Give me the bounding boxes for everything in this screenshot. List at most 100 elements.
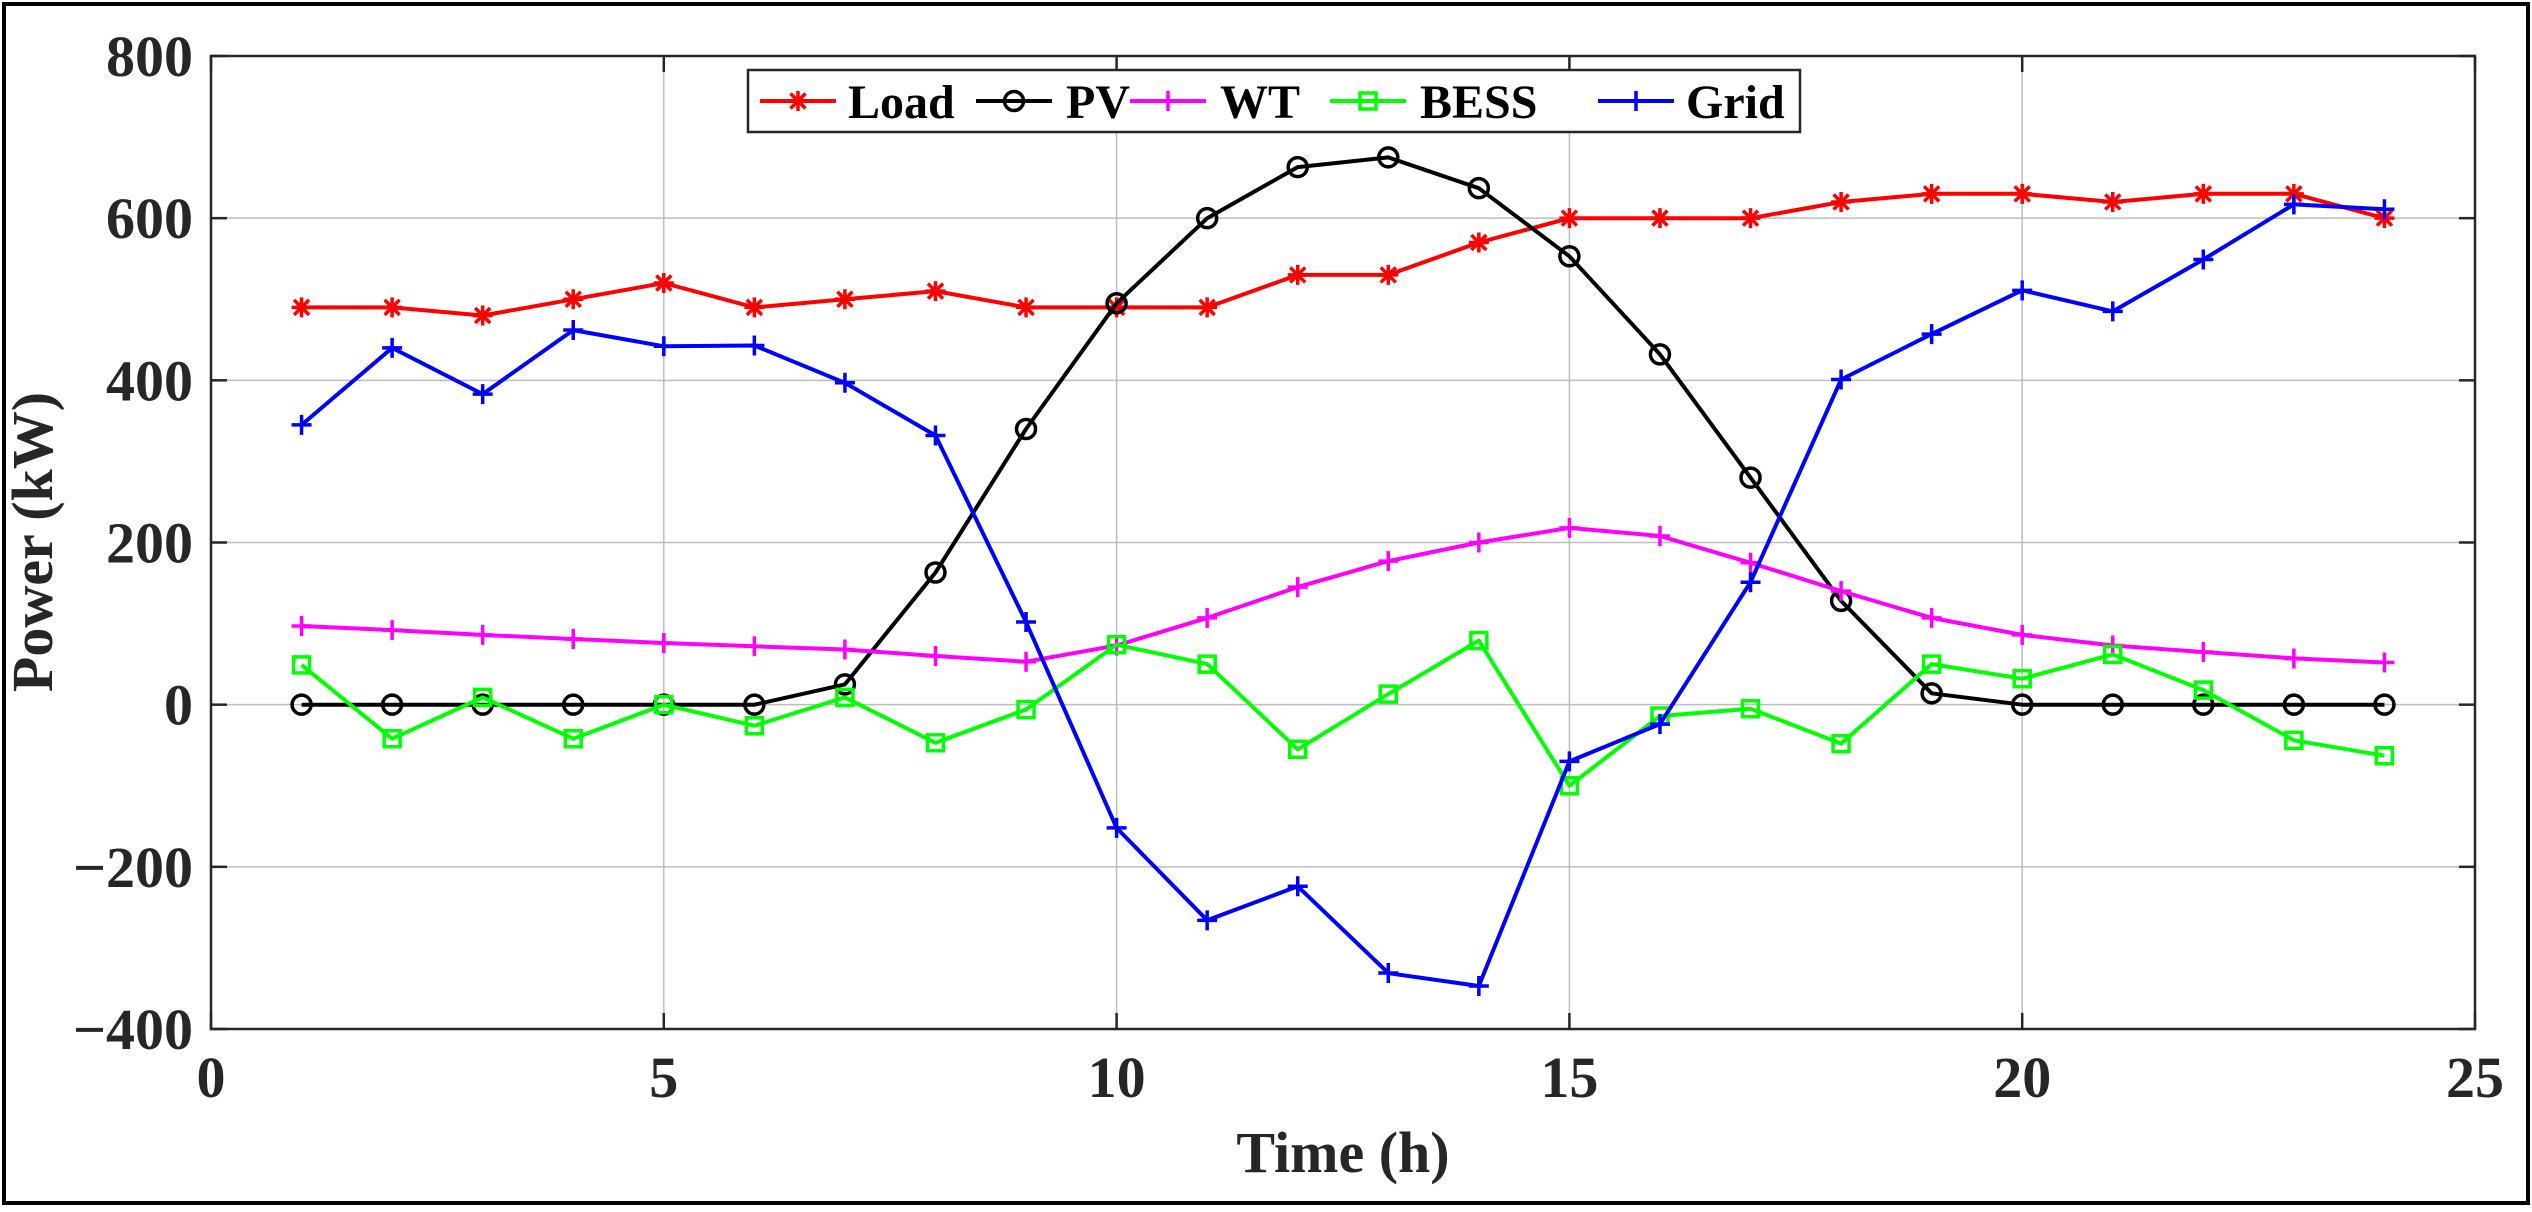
wt-point — [2012, 624, 2033, 645]
series-layer — [290, 146, 2396, 997]
bess-point — [1378, 684, 1399, 704]
grid-point — [2193, 249, 2214, 270]
bess-point — [1740, 698, 1761, 719]
pv-point — [2192, 693, 2215, 716]
load-line — [301, 191, 2385, 318]
wt-point — [472, 624, 493, 645]
bess-line — [300, 638, 2385, 788]
grid-point — [2283, 194, 2304, 215]
wt-point — [1649, 526, 1670, 547]
legend-label-bess: BESS — [1420, 76, 1537, 129]
grid-point — [1740, 572, 1761, 593]
pv-point — [290, 693, 313, 716]
pv-point — [561, 693, 585, 716]
wt-point — [834, 639, 855, 660]
pv-point — [1648, 343, 1672, 366]
pv-point — [924, 561, 947, 584]
load-point — [925, 281, 946, 302]
wt-point — [1831, 581, 1852, 602]
wt-point — [2374, 652, 2395, 673]
load-point — [1649, 208, 1670, 229]
load-point — [653, 273, 674, 294]
grid-point — [1921, 324, 1942, 345]
legend: Load PV WT BESS Grid — [746, 68, 1802, 134]
grid-point — [1197, 910, 1218, 931]
pv-point — [1105, 292, 1128, 315]
pv-line — [301, 155, 2385, 707]
x-tick-label: 20 — [1993, 1045, 2051, 1110]
grid-point — [834, 372, 855, 393]
bess-point — [291, 655, 312, 675]
bess-point — [2012, 668, 2032, 689]
bess-point — [1469, 630, 1489, 651]
pv-point — [2101, 693, 2125, 716]
bess-point — [2284, 730, 2304, 751]
bess-point — [925, 733, 946, 753]
wt-point — [1378, 551, 1399, 572]
bess-point — [1831, 733, 1851, 754]
y-tick-label: 400 — [106, 348, 193, 413]
wt-point — [382, 620, 403, 641]
legend-label-pv: PV — [1066, 76, 1130, 129]
wt-point — [1287, 577, 1308, 598]
grid-point — [1016, 611, 1037, 632]
load-point — [1106, 297, 1127, 318]
bess-point — [1287, 739, 1308, 760]
y-tick-label: 800 — [106, 24, 193, 89]
series-load — [291, 183, 2395, 326]
y-tick-label: 200 — [106, 511, 193, 576]
load-point — [1468, 232, 1489, 253]
bess-point — [1197, 654, 1217, 674]
pv-point — [1739, 466, 1762, 489]
wt-line — [301, 525, 2385, 665]
pv-point — [2010, 693, 2034, 716]
grid-point — [382, 337, 403, 358]
legend-marker-load — [788, 91, 808, 111]
legend-marker-pv — [1002, 89, 1026, 113]
bess-point — [654, 694, 674, 715]
wt-point — [2283, 648, 2304, 669]
pv-point — [833, 673, 857, 696]
load-point — [744, 297, 765, 318]
bess-point — [563, 728, 583, 749]
load-point — [834, 289, 855, 310]
grid-point — [1106, 817, 1127, 838]
grid-point — [744, 335, 765, 356]
wt-point — [744, 636, 765, 657]
wt-point — [1016, 651, 1037, 672]
pv-point — [1286, 155, 1309, 179]
bess-point — [2193, 680, 2214, 700]
pv-point — [2282, 693, 2306, 716]
bess-point — [2103, 644, 2123, 665]
legend-label-grid: Grid — [1686, 76, 1785, 129]
load-point — [1831, 191, 1852, 212]
pv-point — [1377, 146, 1400, 169]
wt-point — [1559, 517, 1580, 538]
pv-point — [380, 693, 404, 716]
pv-point — [743, 693, 766, 716]
wt-point — [925, 646, 946, 667]
x-axis-label: Time (h) — [1236, 1120, 1449, 1185]
grid-point — [2102, 301, 2123, 322]
grid-line — [300, 202, 2385, 988]
wt-point — [563, 628, 584, 649]
load-point — [1197, 297, 1218, 318]
load-point — [2193, 183, 2214, 204]
x-tick-label: 5 — [649, 1045, 678, 1110]
legend-marker-grid — [1626, 91, 1646, 111]
pv-point — [2373, 693, 2396, 716]
load-point — [2012, 183, 2033, 204]
grid-point — [291, 414, 312, 435]
series-bess — [291, 630, 2395, 796]
grid-point — [653, 336, 674, 357]
grid-point — [1559, 751, 1580, 772]
y-tick-label: −400 — [73, 997, 193, 1062]
grid-point — [563, 320, 584, 341]
load-point — [1740, 208, 1761, 229]
legend-marker-wt — [1158, 91, 1178, 111]
load-point — [1378, 264, 1399, 285]
load-point — [291, 297, 312, 318]
